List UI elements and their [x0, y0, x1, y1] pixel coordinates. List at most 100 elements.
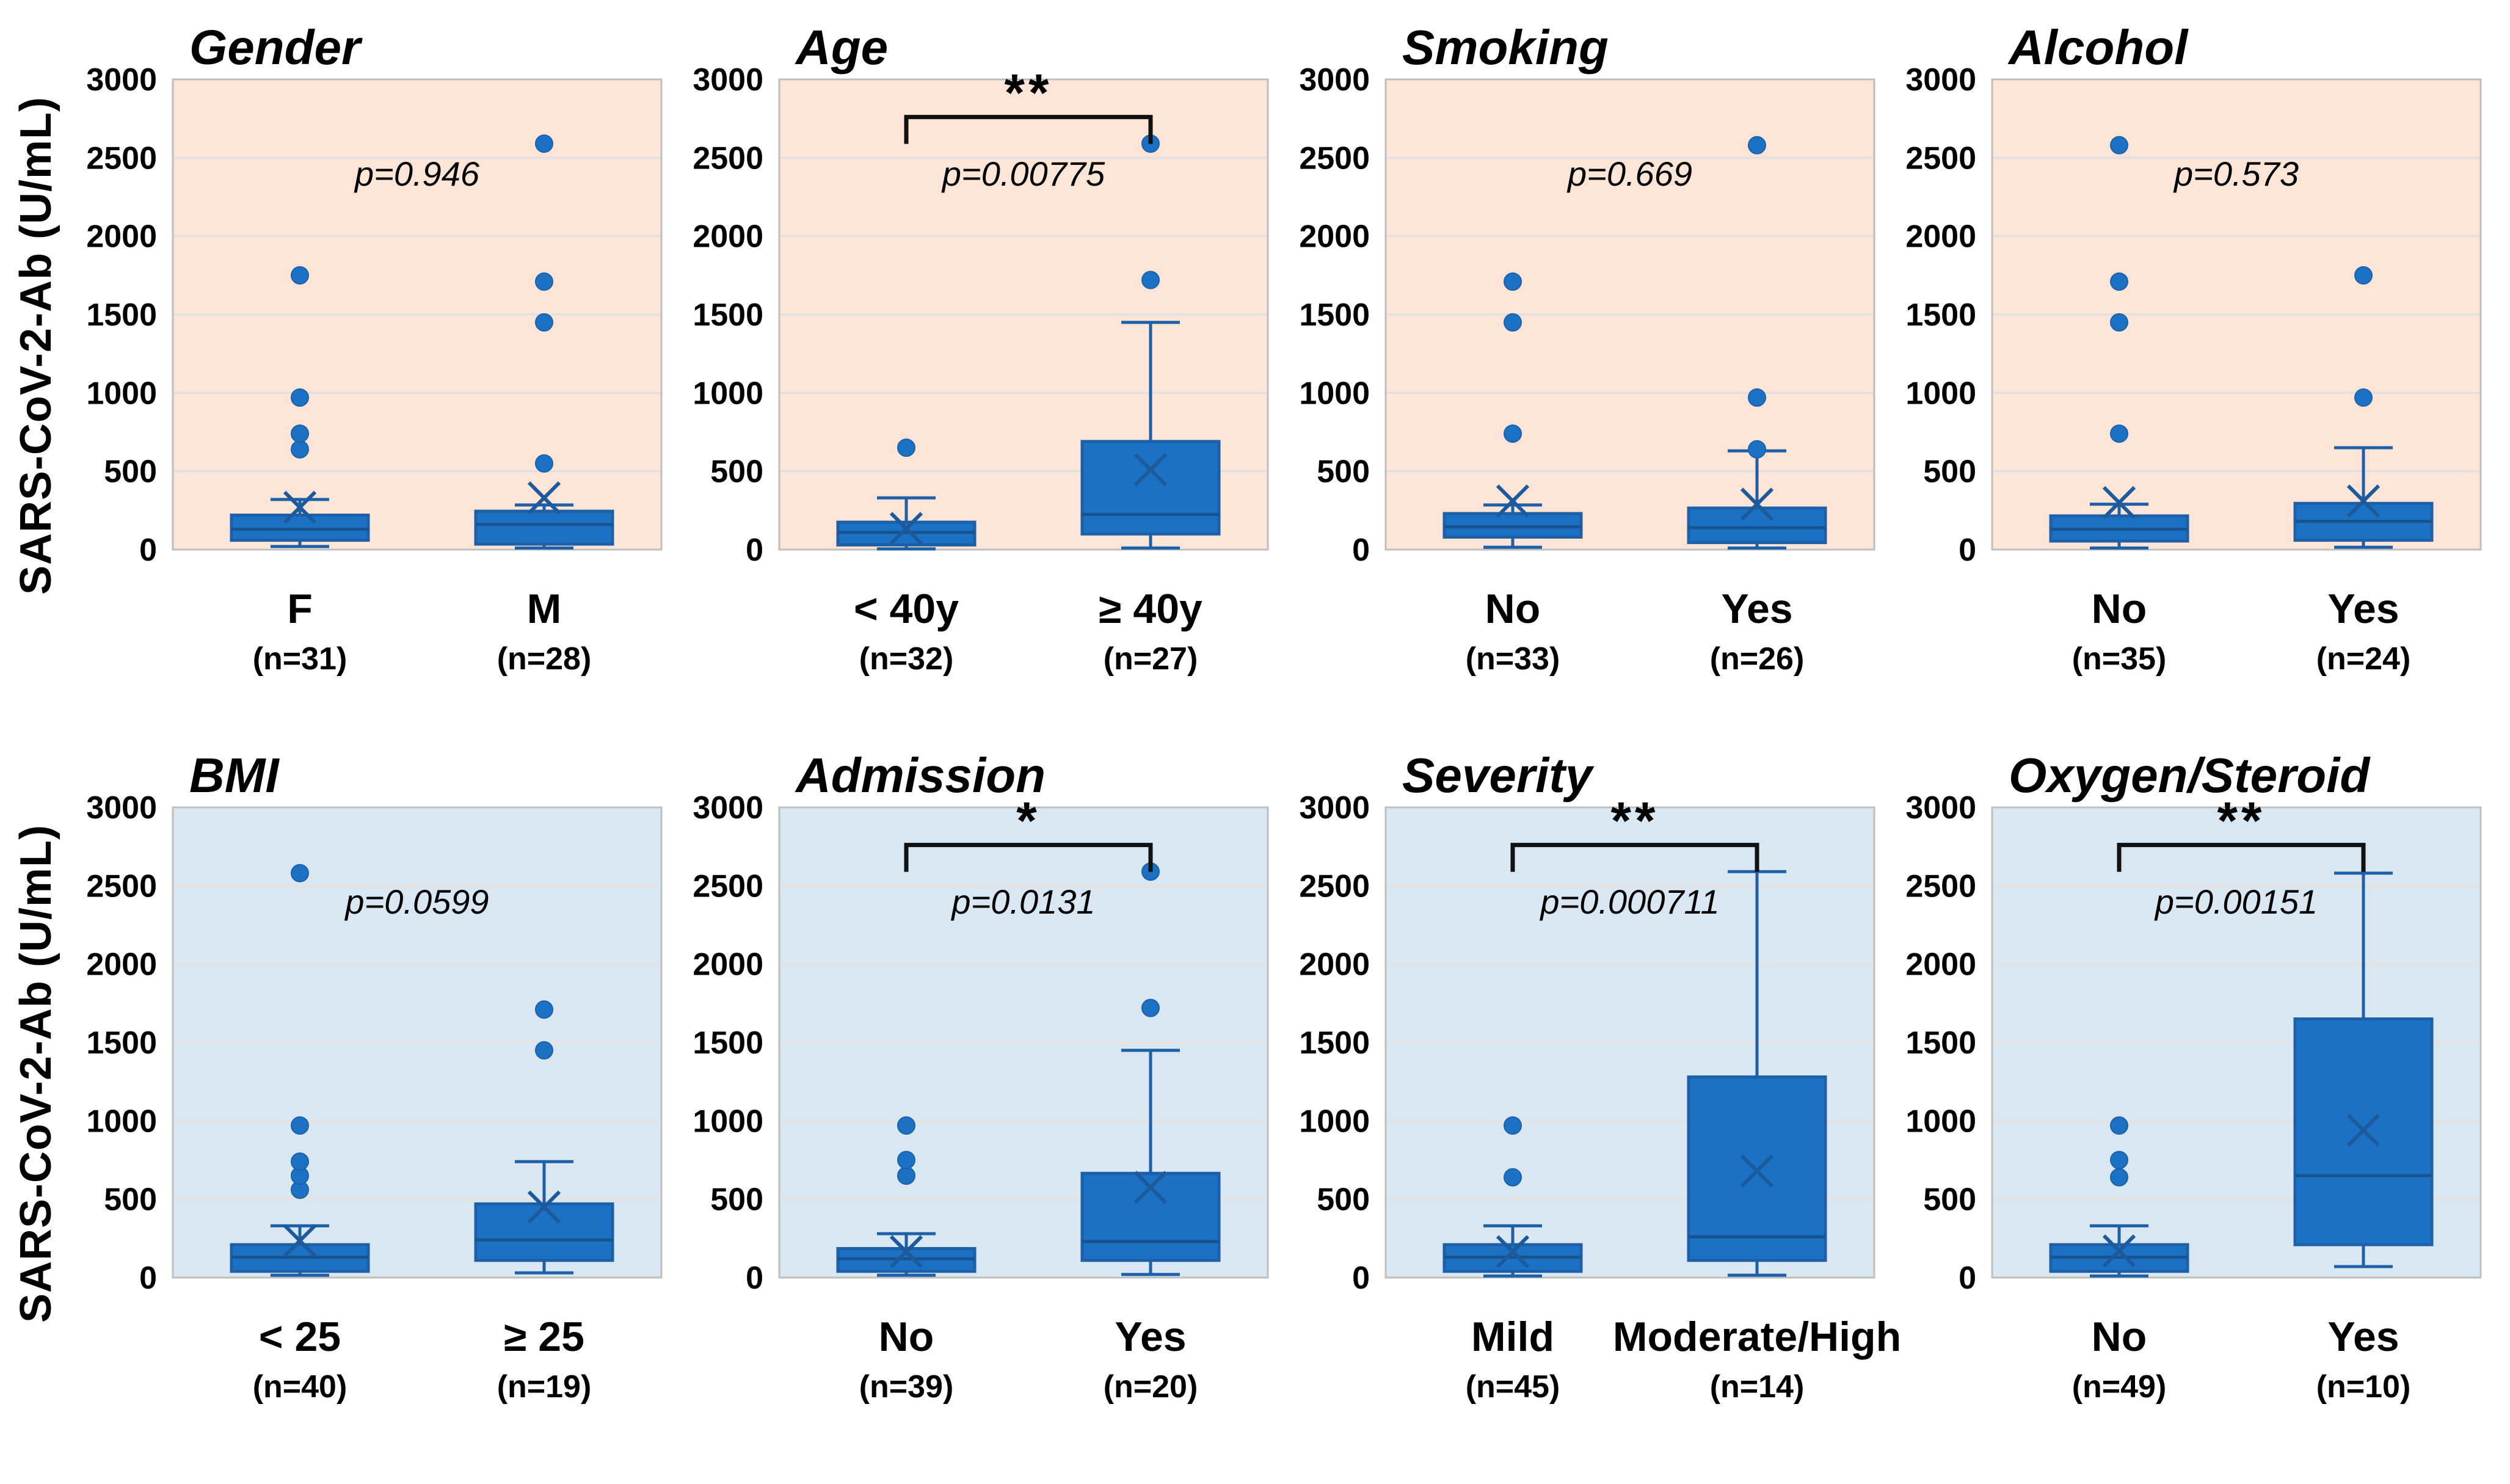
outlier-point	[291, 388, 309, 407]
y-tick-label: 3000	[86, 790, 157, 826]
y-tick-label: 500	[104, 1182, 157, 1218]
outlier-point	[897, 438, 915, 457]
panel-oxygen-steroid: Oxygen/Steroid 0 500 1000 1500 2000 2500 3000 N…	[1891, 732, 2493, 1420]
y-tick-label: 1500	[1905, 297, 1976, 333]
outlier-point	[2110, 1116, 2128, 1135]
y-tick-label: 0	[746, 533, 763, 568]
p-value-label: p=0.00151	[2154, 882, 2318, 921]
category-label: Mild	[1471, 1314, 1554, 1360]
y-tick-label: 0	[1352, 533, 1370, 568]
mean-marker	[889, 512, 923, 545]
panel-plot: 0 500 1000 1500 2000 2500 3000 < 40y (n=32) ≥ 40y…	[693, 62, 1269, 677]
y-tick-label: 2000	[1905, 219, 1976, 255]
significance-bracket	[2117, 843, 2366, 872]
outlier-point	[291, 1152, 309, 1171]
panel-smoking: Smoking 0 500 1000 1500 2000 2500 3000 No (n=33)…	[1285, 4, 1886, 693]
mean-marker	[2102, 486, 2136, 520]
outlier-point	[291, 424, 309, 443]
y-tick-label: 2000	[1299, 219, 1370, 255]
panel-plot: 0 500 1000 1500 2000 2500 3000 No (n=39) Yes (n=20…	[693, 790, 1269, 1405]
outlier-point	[2110, 272, 2128, 291]
category-label: Yes	[1721, 586, 1792, 632]
outlier-point	[1748, 388, 1766, 407]
p-value-label: p=0.000711	[1539, 882, 1719, 921]
category-label: Yes	[2327, 586, 2399, 632]
outlier-point	[1504, 424, 1522, 443]
sample-size-label: (n=20)	[1104, 1369, 1198, 1405]
y-tick-label: 2500	[1299, 868, 1370, 904]
category-label: M	[527, 586, 562, 632]
panel-plot: 0 500 1000 1500 2000 2500 3000 Mild (n=45) Modera…	[1299, 790, 1901, 1405]
outlier-point	[535, 1000, 553, 1019]
iqr-box	[1687, 506, 1827, 544]
outlier-point	[1141, 271, 1160, 289]
sample-size-label: (n=31)	[253, 641, 347, 677]
y-tick-label: 3000	[1299, 790, 1370, 826]
mean-marker	[283, 490, 317, 524]
outlier-point	[2354, 266, 2373, 285]
y-tick-label: 3000	[1299, 62, 1370, 98]
y-tick-label: 2500	[693, 140, 763, 176]
mean-marker	[283, 1224, 317, 1257]
y-tick-label: 3000	[693, 790, 763, 826]
y-tick-label: 0	[139, 533, 157, 568]
category-label: F	[287, 586, 313, 632]
mean-marker	[1496, 484, 1530, 518]
y-tick-label: 2500	[86, 868, 157, 904]
y-tick-label: 500	[1317, 1182, 1370, 1218]
y-tick-label: 2000	[693, 219, 763, 255]
y-tick-label: 500	[104, 454, 157, 490]
outlier-point	[535, 313, 553, 332]
outlier-point	[897, 1166, 915, 1185]
panel-title: Age	[796, 20, 889, 75]
y-tick-label: 2000	[86, 219, 157, 255]
sample-size-label: (n=24)	[2316, 641, 2411, 677]
p-value-label: p=0.0131	[950, 882, 1095, 921]
y-tick-label: 3000	[86, 62, 157, 98]
y-tick-label: 1500	[86, 297, 157, 333]
y-tick-label: 2500	[86, 140, 157, 176]
y-axis-label-text: SARS-CoV-2-Ab (U/mL)	[12, 96, 61, 595]
sample-size-label: (n=28)	[497, 641, 592, 677]
category-label: Yes	[2327, 1314, 2399, 1360]
outlier-point	[2110, 136, 2128, 155]
mean-marker	[1133, 453, 1168, 487]
panel-title: Smoking	[1402, 20, 1609, 75]
plot-border	[778, 806, 1269, 1279]
y-tick-label: 2000	[86, 947, 157, 983]
y-tick-label: 0	[1959, 533, 1976, 568]
mean-marker	[1496, 1235, 1530, 1268]
outlier-point	[535, 134, 553, 153]
y-tick-label: 2500	[1905, 140, 1976, 176]
category-label: < 25	[259, 1314, 341, 1360]
mean-marker	[2346, 1113, 2381, 1147]
mean-marker	[1740, 487, 1774, 521]
y-tick-label: 2500	[693, 868, 763, 904]
iqr-box	[474, 1202, 614, 1262]
y-tick-label: 2000	[1905, 947, 1976, 983]
mean-marker	[2102, 1234, 2136, 1268]
outlier-point	[2110, 1168, 2128, 1187]
significance-bracket	[1510, 843, 1759, 872]
outlier-point	[535, 272, 553, 291]
outlier-point	[2110, 1151, 2128, 1169]
plot-border	[172, 78, 663, 551]
y-tick-label: 500	[710, 1182, 763, 1218]
y-tick-label: 1000	[693, 1104, 763, 1139]
outlier-point	[1504, 1168, 1522, 1187]
outlier-point	[1504, 313, 1522, 332]
panel-title: Alcohol	[2009, 20, 2188, 75]
outlier-point	[1748, 440, 1766, 459]
y-tick-label: 1500	[693, 297, 763, 333]
y-tick-label: 1000	[1905, 376, 1976, 411]
mean-marker	[1740, 1154, 1774, 1188]
category-label: < 40y	[854, 586, 959, 632]
y-tick-label: 1000	[1299, 1104, 1370, 1139]
significance-bracket	[904, 843, 1153, 872]
outlier-point	[1504, 272, 1522, 291]
sample-size-label: (n=49)	[2072, 1369, 2167, 1405]
p-value-label: p=0.573	[2173, 155, 2299, 193]
category-label: No	[879, 1314, 934, 1360]
plot-border	[1384, 78, 1875, 551]
